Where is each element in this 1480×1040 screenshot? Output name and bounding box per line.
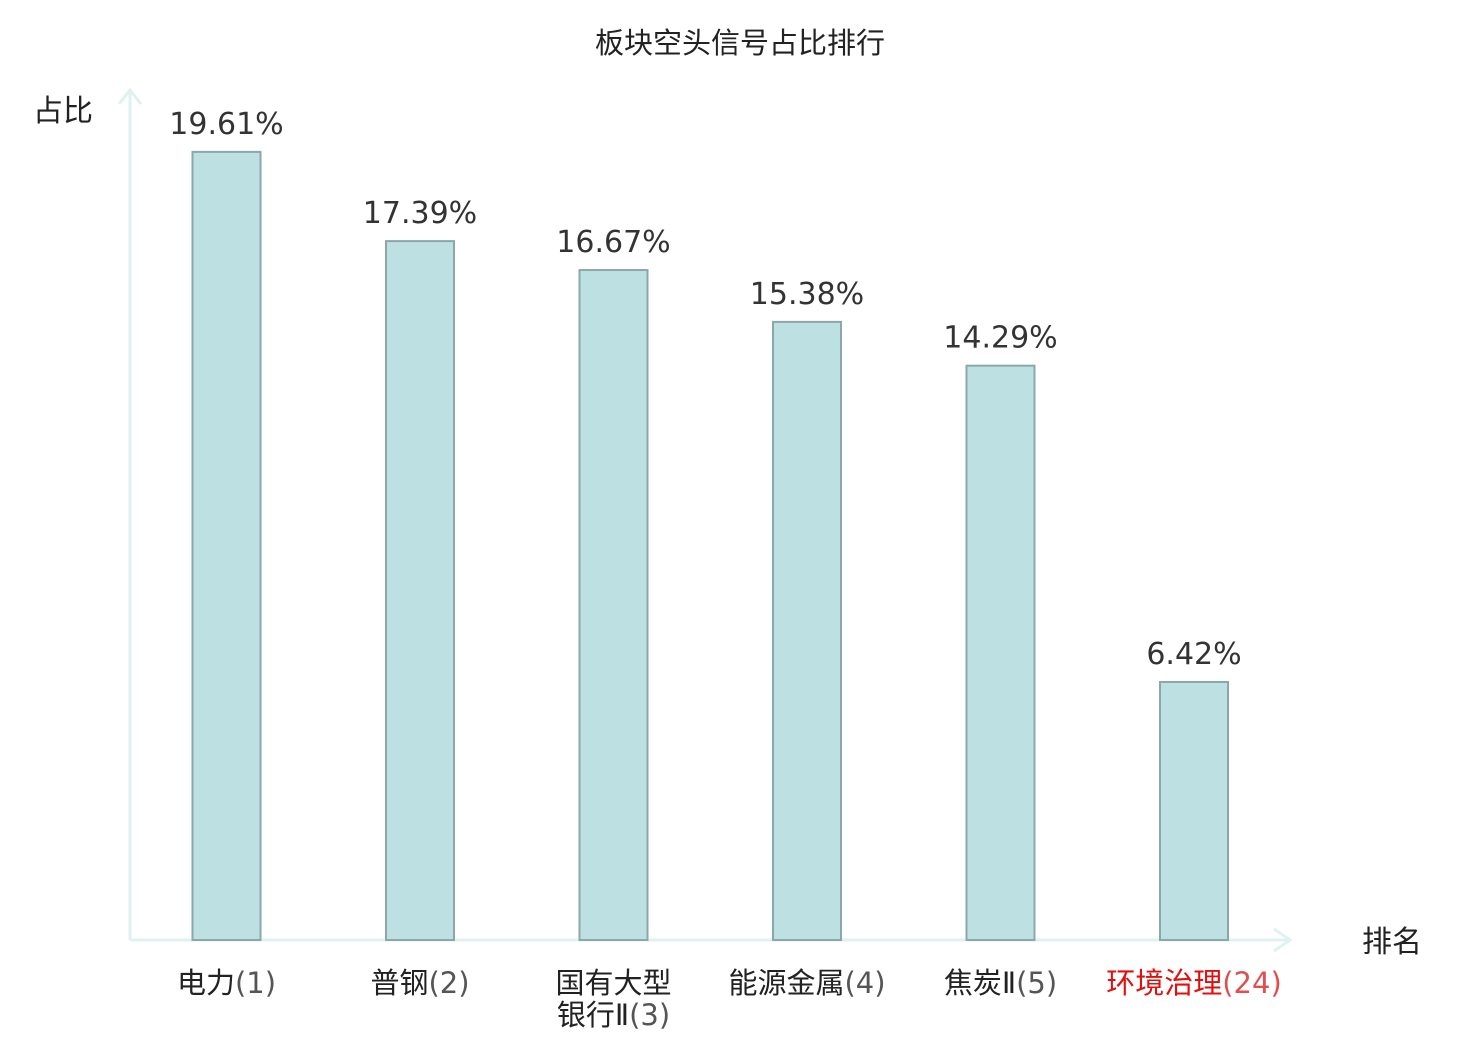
value-label-6: 6.42% xyxy=(1146,637,1241,672)
bar-1 xyxy=(191,150,262,942)
category-label-2: 普钢(2) xyxy=(370,966,469,1000)
category-label-1: 电力(1) xyxy=(177,966,276,1000)
category-label-4: 能源金属(4) xyxy=(728,966,885,1000)
bar-2 xyxy=(385,240,455,941)
bar-3 xyxy=(578,269,649,942)
category-label-3: 国有大型银行Ⅱ(3) xyxy=(555,966,671,1032)
x-axis-label: 排名 xyxy=(1362,925,1422,960)
value-labels-group: 19.61% 17.39% 16.67% 15.38% 14.29% 6.42% xyxy=(169,107,1241,672)
bar-6 xyxy=(1159,680,1229,941)
value-label-5: 14.29% xyxy=(943,321,1057,356)
y-axis-arrow-icon xyxy=(117,87,143,105)
bars-group xyxy=(191,150,1229,942)
x-axis-arrow-icon xyxy=(1273,927,1293,953)
value-label-1: 19.61% xyxy=(169,107,283,142)
category-label-5: 焦炭Ⅱ(5) xyxy=(944,966,1057,1000)
value-label-4: 15.38% xyxy=(750,277,864,312)
chart-title: 板块空头信号占比排行 xyxy=(595,26,885,60)
value-label-3: 16.67% xyxy=(556,225,670,260)
bar-5 xyxy=(965,364,1036,942)
y-axis-label: 占比 xyxy=(33,94,93,129)
category-labels-group: 电力(1) 普钢(2) 国有大型银行Ⅱ(3) 能源金属(4) 焦炭Ⅱ(5) 环境治理(24… xyxy=(177,966,1282,1032)
bar-4 xyxy=(772,320,842,942)
category-label-6: 环境治理(24) xyxy=(1106,966,1282,1000)
value-label-2: 17.39% xyxy=(363,196,477,231)
